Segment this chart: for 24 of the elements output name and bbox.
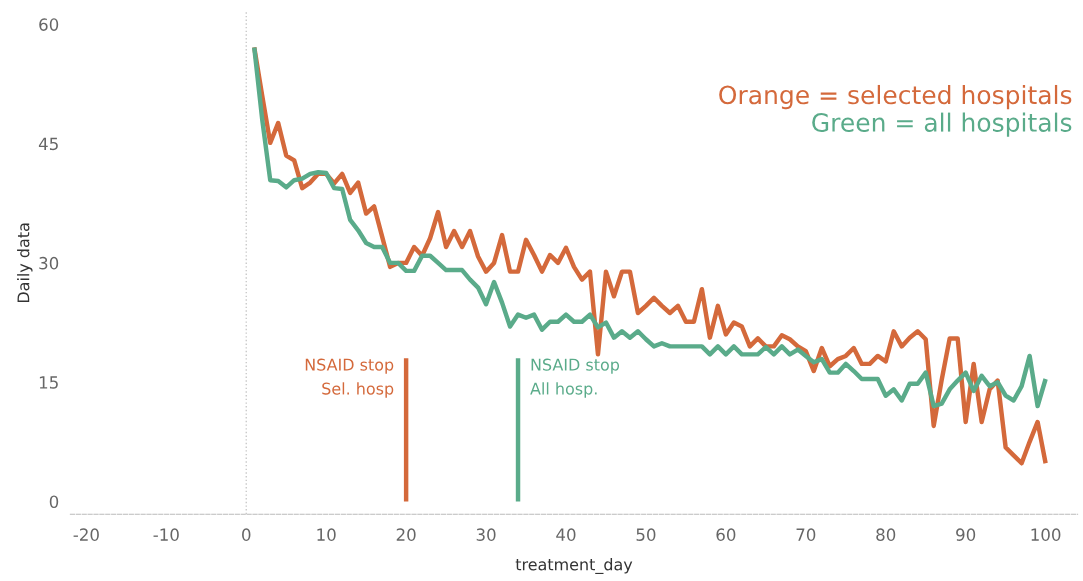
x-tick-label: 30 (476, 528, 496, 541)
y-tick-label: 60 (39, 18, 59, 31)
x-tick-label: -20 (73, 528, 99, 541)
annotation: Orange = selected hospitals (719, 84, 1072, 110)
x-tick-label: 90 (956, 528, 976, 541)
x-tick-label: 0 (242, 528, 251, 541)
x-axis-title: treatment_day (515, 558, 633, 574)
y-tick-label: 45 (38, 137, 58, 151)
x-tick-label: 80 (876, 528, 896, 541)
x-tick-label: -10 (153, 528, 179, 541)
y-tick-label: 0 (49, 495, 59, 509)
x-tick-label: 100 (1031, 528, 1061, 541)
x-tick-label: 50 (636, 528, 656, 541)
x-tick-label: 70 (796, 528, 816, 541)
y-tick-label: 30 (39, 256, 59, 270)
x-tick-label: 60 (716, 528, 736, 541)
series-label: NSAID stop All hosp. (530, 358, 620, 398)
x-tick-label: 40 (556, 528, 576, 541)
x-tick-label: 10 (317, 528, 336, 541)
x-tick-label: 20 (396, 528, 416, 541)
series-label: NSAID stop Sel. hosp (305, 358, 394, 398)
annotation: Green = all hospitals (812, 112, 1072, 137)
y-axis-title: Daily data (17, 223, 33, 303)
y-tick-label: 15 (39, 376, 58, 389)
